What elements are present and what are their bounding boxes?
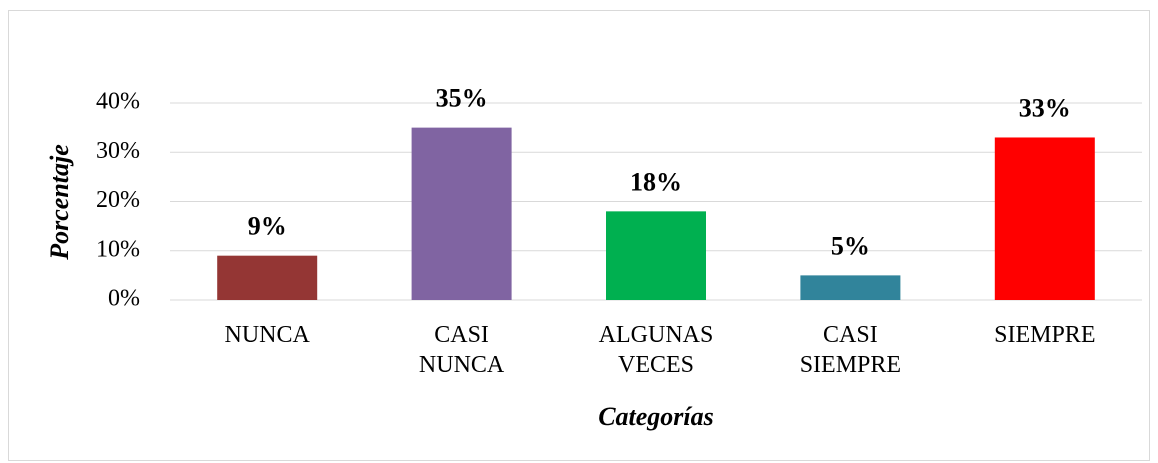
x-tick-label: ALGUNAS VECES: [598, 322, 714, 378]
y-axis-title: Porcentaje: [45, 144, 74, 261]
bar: [800, 275, 901, 300]
data-label: 18%: [630, 167, 682, 196]
x-tick-label: CASI NUNCA: [418, 322, 505, 378]
bar: [411, 127, 512, 300]
bar: [606, 211, 706, 300]
x-axis-title: Categorías: [598, 402, 714, 431]
x-tick-label: NUNCA: [224, 322, 310, 348]
data-label: 9%: [248, 212, 287, 241]
x-tick-label: SIEMPRE: [994, 322, 1096, 348]
data-label: 35%: [436, 84, 488, 113]
data-label: 33%: [1019, 93, 1071, 122]
y-tick-label: 10%: [96, 236, 140, 262]
chart-border: [8, 10, 1150, 461]
y-tick-label: 30%: [96, 138, 140, 164]
y-tick-label: 0%: [108, 286, 140, 312]
y-tick-label: 20%: [96, 187, 140, 213]
bar: [217, 255, 318, 300]
bar: [994, 137, 1095, 300]
y-tick-label: 40%: [96, 89, 140, 115]
x-tick-label: CASI SIEMPRE: [799, 322, 902, 378]
data-label: 5%: [831, 231, 870, 260]
